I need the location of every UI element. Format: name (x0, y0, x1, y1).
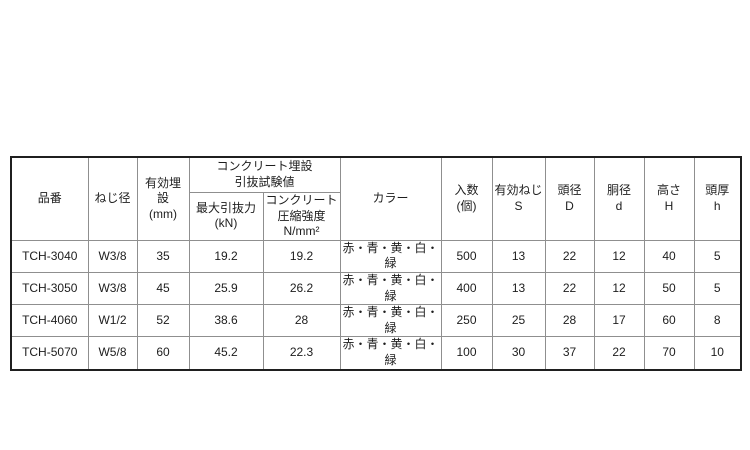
table-row: TCH-5070 W5/8 60 45.2 22.3 赤・青・黄・白・緑 100… (10, 336, 742, 371)
cell-effective-embed: 60 (136, 336, 190, 371)
cell-body-dia: 12 (593, 271, 645, 306)
col-header-head-dia: 頭径 D (544, 156, 595, 241)
col-header-max-pullout: 最大引抜力 (kN) (188, 192, 264, 241)
cell-qty: 500 (440, 239, 493, 273)
cell-effective-embed: 52 (136, 304, 190, 338)
cell-compressive: 22.3 (262, 336, 341, 371)
table-row: TCH-3040 W3/8 35 19.2 19.2 赤・青・黄・白・緑 500… (10, 239, 742, 273)
cell-part-no: TCH-5070 (10, 336, 89, 371)
cell-head-dia: 22 (544, 239, 595, 273)
cell-compressive: 28 (262, 304, 341, 338)
cell-effective-thread: 13 (491, 239, 546, 273)
cell-thread-dia: W3/8 (87, 271, 138, 306)
spec-table-container: 品番 ねじ径 有効埋設 (mm) コンクリート埋設 引抜試験値 カラー 入数 (… (10, 156, 743, 371)
cell-effective-thread: 30 (491, 336, 546, 371)
cell-height: 70 (643, 336, 695, 371)
cell-qty: 100 (440, 336, 493, 371)
table-row: TCH-3050 W3/8 45 25.9 26.2 赤・青・黄・白・緑 400… (10, 271, 742, 306)
cell-head-dia: 37 (544, 336, 595, 371)
cell-thread-dia: W3/8 (87, 239, 138, 273)
cell-head-thickness: 8 (693, 304, 742, 338)
cell-compressive: 19.2 (262, 239, 341, 273)
cell-head-thickness: 5 (693, 239, 742, 273)
cell-max-pullout: 19.2 (188, 239, 264, 273)
col-header-body-dia: 胴径 d (593, 156, 645, 241)
cell-qty: 400 (440, 271, 493, 306)
cell-max-pullout: 45.2 (188, 336, 264, 371)
col-header-color: カラー (339, 156, 442, 241)
col-header-pullout-test-group: コンクリート埋設 引抜試験値 (188, 156, 341, 193)
cell-effective-thread: 25 (491, 304, 546, 338)
cell-color: 赤・青・黄・白・緑 (339, 336, 442, 371)
cell-body-dia: 17 (593, 304, 645, 338)
cell-thread-dia: W5/8 (87, 336, 138, 371)
col-header-compressive-strength: コンクリート 圧縮強度 N/mm² (262, 192, 341, 241)
cell-part-no: TCH-3040 (10, 239, 89, 273)
col-header-effective-thread: 有効ねじ S (491, 156, 546, 241)
cell-head-thickness: 10 (693, 336, 742, 371)
col-header-part-no: 品番 (10, 156, 89, 241)
cell-color: 赤・青・黄・白・緑 (339, 304, 442, 338)
col-header-thread-dia: ねじ径 (87, 156, 138, 241)
cell-qty: 250 (440, 304, 493, 338)
cell-color: 赤・青・黄・白・緑 (339, 271, 442, 306)
cell-thread-dia: W1/2 (87, 304, 138, 338)
col-header-head-thickness: 頭厚 h (693, 156, 742, 241)
spec-table-body: TCH-3040 W3/8 35 19.2 19.2 赤・青・黄・白・緑 500… (10, 239, 742, 371)
cell-part-no: TCH-3050 (10, 271, 89, 306)
table-row: TCH-4060 W1/2 52 38.6 28 赤・青・黄・白・緑 250 2… (10, 304, 742, 338)
col-header-qty-per-pack: 入数 (個) (440, 156, 493, 241)
cell-max-pullout: 25.9 (188, 271, 264, 306)
spec-table: 品番 ねじ径 有効埋設 (mm) コンクリート埋設 引抜試験値 カラー 入数 (… (10, 156, 743, 371)
cell-color: 赤・青・黄・白・緑 (339, 239, 442, 273)
cell-part-no: TCH-4060 (10, 304, 89, 338)
cell-compressive: 26.2 (262, 271, 341, 306)
cell-body-dia: 22 (593, 336, 645, 371)
cell-effective-embed: 45 (136, 271, 190, 306)
col-header-effective-embed: 有効埋設 (mm) (136, 156, 190, 241)
cell-head-thickness: 5 (693, 271, 742, 306)
cell-head-dia: 28 (544, 304, 595, 338)
col-header-height: 高さ H (643, 156, 695, 241)
cell-head-dia: 22 (544, 271, 595, 306)
cell-height: 60 (643, 304, 695, 338)
cell-effective-thread: 13 (491, 271, 546, 306)
cell-height: 40 (643, 239, 695, 273)
cell-effective-embed: 35 (136, 239, 190, 273)
cell-max-pullout: 38.6 (188, 304, 264, 338)
spec-table-header: 品番 ねじ径 有効埋設 (mm) コンクリート埋設 引抜試験値 カラー 入数 (… (10, 156, 742, 241)
cell-height: 50 (643, 271, 695, 306)
cell-body-dia: 12 (593, 239, 645, 273)
